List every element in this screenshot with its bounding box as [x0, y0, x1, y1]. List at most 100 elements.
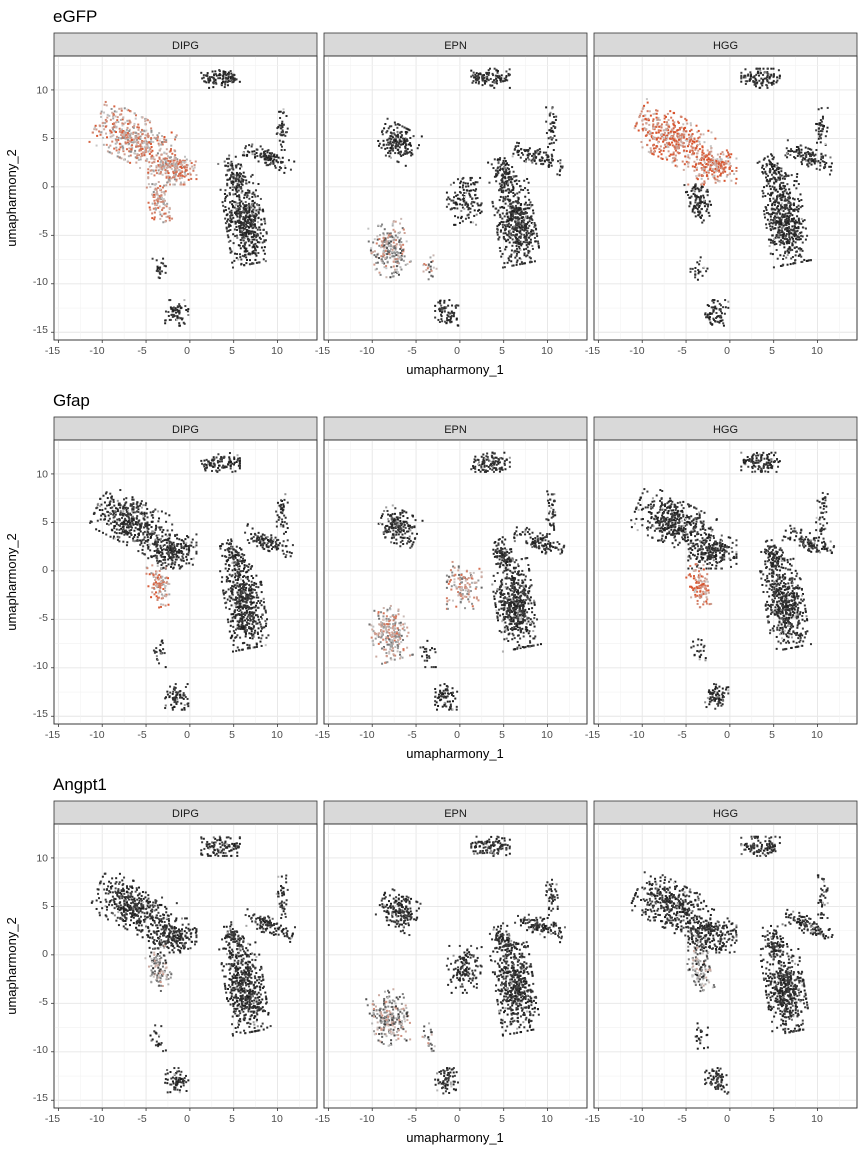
data-point	[671, 119, 674, 122]
data-point	[756, 81, 759, 84]
data-point	[524, 241, 527, 244]
data-point	[778, 236, 781, 239]
data-point	[552, 113, 555, 116]
data-point	[700, 167, 703, 170]
data-point	[235, 225, 238, 228]
data-point	[376, 253, 379, 256]
data-point	[687, 154, 690, 157]
data-point	[677, 120, 680, 123]
data-point	[469, 176, 472, 179]
data-point	[770, 153, 773, 156]
data-point	[106, 116, 109, 119]
data-point	[455, 194, 458, 197]
data-point	[165, 139, 168, 142]
data-point	[515, 254, 518, 257]
data-point	[520, 261, 523, 264]
data-point	[499, 77, 502, 80]
data-point	[700, 196, 703, 199]
data-point	[513, 206, 516, 209]
data-point	[157, 197, 160, 200]
data-point	[794, 233, 797, 236]
data-point	[267, 149, 270, 152]
data-point	[250, 241, 253, 244]
data-point	[735, 177, 738, 180]
gene-row: eGFP DIPG EPN HGG 10 5 0 -5 -10 -15 -15 …	[4, 7, 858, 377]
data-point	[778, 185, 781, 188]
data-point	[795, 187, 798, 190]
y-tick-label: 5	[42, 132, 48, 144]
data-point	[244, 191, 247, 194]
data-point	[506, 180, 509, 183]
data-point	[672, 111, 675, 114]
data-point	[698, 196, 701, 199]
data-point	[740, 80, 743, 83]
data-point	[147, 135, 150, 138]
data-point	[520, 210, 523, 213]
data-point	[776, 220, 779, 223]
data-point	[246, 225, 249, 228]
data-point	[222, 77, 225, 80]
data-point	[774, 215, 777, 218]
data-point	[780, 199, 783, 202]
data-point	[279, 124, 282, 127]
data-point	[393, 236, 396, 239]
data-point	[712, 162, 715, 165]
data-point	[674, 131, 677, 134]
data-point	[133, 122, 136, 125]
data-point	[391, 147, 394, 150]
data-point	[459, 180, 462, 183]
data-point	[527, 150, 530, 153]
data-point	[245, 182, 248, 185]
data-point	[402, 243, 405, 246]
data-point	[139, 131, 142, 134]
data-point	[203, 80, 206, 83]
data-point	[218, 70, 221, 73]
data-point	[449, 312, 452, 315]
data-point	[258, 206, 261, 209]
data-point	[244, 223, 247, 226]
data-point	[777, 230, 780, 233]
data-point	[468, 192, 471, 195]
data-point	[259, 154, 262, 157]
data-point	[512, 201, 515, 204]
data-point	[771, 202, 774, 205]
data-point	[258, 241, 261, 244]
data-point	[764, 205, 767, 208]
data-point	[158, 195, 161, 198]
data-point	[163, 190, 166, 193]
data-point	[398, 138, 401, 141]
data-point	[124, 134, 127, 137]
data-point	[252, 233, 255, 236]
data-point	[150, 131, 153, 134]
data-point	[525, 231, 528, 234]
data-point	[781, 196, 784, 199]
data-point	[169, 183, 172, 186]
data-point	[689, 124, 692, 127]
data-point	[155, 198, 158, 201]
data-point	[508, 229, 511, 232]
data-point	[776, 215, 779, 218]
data-point	[798, 149, 801, 152]
data-point	[772, 82, 775, 85]
data-point	[125, 128, 128, 131]
data-point	[156, 160, 159, 163]
data-point	[528, 250, 531, 253]
data-point	[781, 208, 784, 211]
data-point	[513, 148, 516, 151]
data-point	[100, 115, 103, 118]
data-point	[219, 74, 222, 77]
data-point	[480, 210, 483, 213]
data-point	[140, 152, 143, 155]
data-point	[441, 320, 444, 323]
data-point	[778, 187, 781, 190]
data-point	[744, 76, 747, 79]
data-point	[236, 215, 239, 218]
data-point	[700, 157, 703, 160]
data-point	[468, 189, 471, 192]
data-point	[781, 177, 784, 180]
data-point	[779, 197, 782, 200]
data-point	[178, 324, 181, 327]
data-point	[502, 221, 505, 224]
data-point	[434, 304, 437, 307]
data-point	[151, 257, 154, 260]
